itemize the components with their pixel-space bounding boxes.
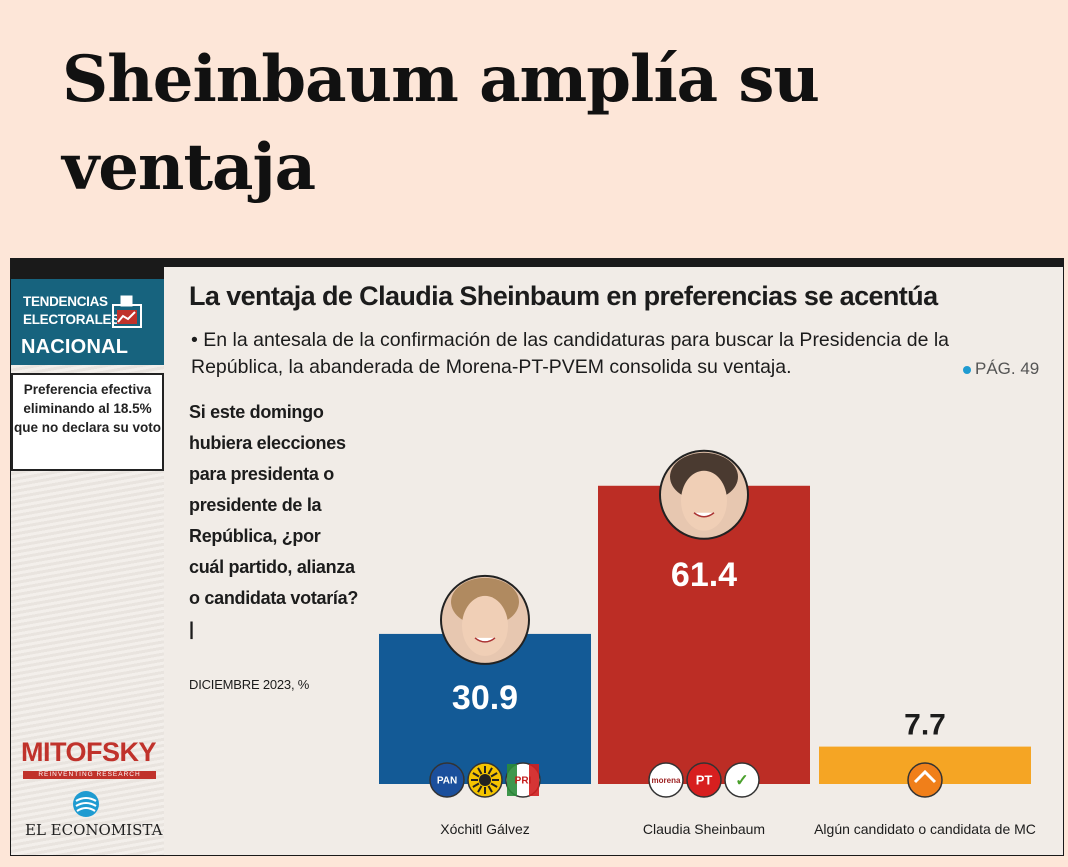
sun-core — [479, 774, 491, 786]
face-shape — [681, 470, 727, 531]
ballot-box-icon — [112, 294, 142, 328]
party-label: PAN — [437, 776, 457, 787]
sidebar-top-bar — [11, 267, 164, 279]
sun-ray — [487, 785, 493, 793]
verde-logo-icon — [724, 762, 760, 798]
sun-ray — [472, 772, 480, 778]
party-label: ✓ — [735, 773, 748, 790]
sun-ray — [490, 772, 498, 778]
sidebar: TENDENCIAS ELECTORALES NACIONAL Preferen… — [11, 259, 164, 855]
face-shape — [462, 595, 508, 656]
sun-ray — [472, 782, 480, 788]
infographic-panel: TENDENCIAS ELECTORALES NACIONAL Preferen… — [10, 258, 1064, 856]
page-reference: PÁG. 49 — [963, 359, 1039, 379]
mc-logo-icon — [907, 762, 943, 798]
infographic-title: La ventaja de Claudia Sheinbaum en prefe… — [189, 281, 938, 311]
badge-label: TENDENCIAS ELECTORALES — [23, 294, 120, 327]
headline: Sheinbaum amplía su ventaja — [62, 42, 820, 205]
survey-date: DICIEMBRE 2023, % — [189, 677, 310, 692]
smile-shape — [693, 512, 715, 518]
sun-ray — [487, 767, 493, 775]
party-label: PT — [696, 773, 713, 788]
party-label: morena — [652, 776, 681, 785]
value-label-mc: 7.7 — [904, 709, 946, 742]
el-economista-logo: EL ECONOMISTA — [25, 821, 163, 839]
pt-logo-icon — [686, 762, 722, 798]
preference-note: Preferencia efectiva eliminando al 18.5%… — [11, 373, 164, 471]
category-label-mc: Algún candidato o candidata de MC — [814, 821, 1036, 837]
party-label: PRI — [515, 776, 532, 787]
mitofsky-tagline: REINVENTING RESEARCH — [23, 771, 156, 779]
survey-question: Si este domingo hubiera elecciones para … — [189, 402, 359, 639]
category-label-sheinbaum: Claudia Sheinbaum — [643, 821, 765, 837]
sun-ray — [477, 767, 483, 775]
badge-nacional: NACIONAL — [21, 336, 129, 358]
pan-logo-icon — [429, 762, 465, 798]
pri-green-band — [507, 764, 517, 796]
mc-eagle-mark — [913, 769, 937, 784]
tendencias-badge: TENDENCIAS ELECTORALES NACIONAL — [11, 279, 164, 365]
sun-ray — [477, 785, 483, 793]
description: • En la antesala de la confirmación de l… — [191, 329, 950, 378]
top-rule — [11, 259, 1063, 267]
sun-ray — [490, 782, 498, 788]
bar-chart: 30.9 PAN PRI Xóchitl Gálvez 61.4 morena PT ✓ Cla… — [379, 449, 1036, 837]
morena-logo-icon — [648, 762, 684, 798]
pri-red-band — [529, 764, 539, 796]
smile-shape — [474, 637, 496, 643]
value-label-sheinbaum: 61.4 — [671, 556, 737, 594]
el-economista-icon — [73, 791, 99, 817]
bullet-dot-icon — [963, 365, 971, 374]
mitofsky-logo: MITOFSKY — [21, 737, 157, 767]
category-label-galvez: Xóchitl Gálvez — [440, 821, 529, 837]
value-label-galvez: 30.9 — [452, 679, 518, 717]
